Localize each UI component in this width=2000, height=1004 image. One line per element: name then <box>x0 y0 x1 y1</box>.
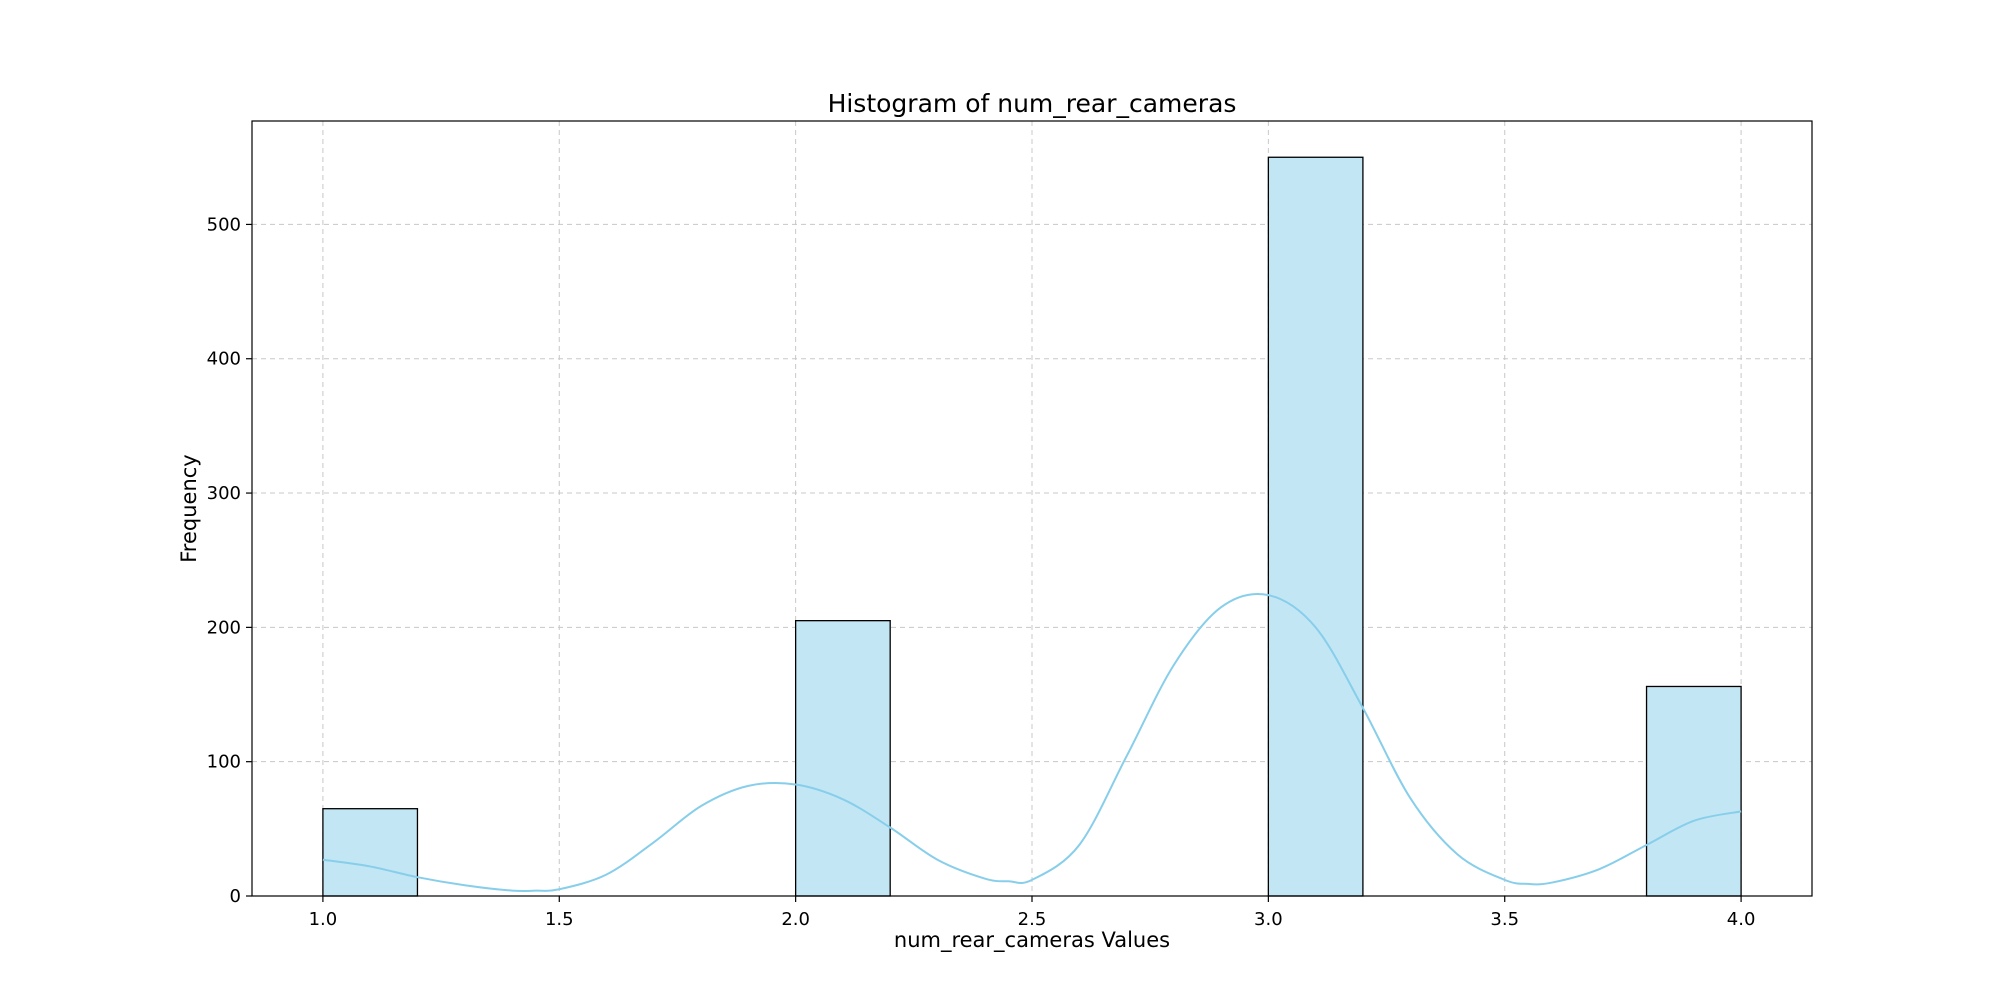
histogram-bar <box>1645 685 1742 897</box>
grid-lines <box>252 121 1812 897</box>
y-tick-label: 500 <box>207 214 241 235</box>
kde-curve-group <box>322 592 1742 893</box>
histogram-bars <box>322 156 1742 897</box>
y-tick-label: 100 <box>207 752 241 773</box>
y-axis-label: Frequency <box>177 454 201 563</box>
x-tick-label: 1.0 <box>309 909 338 930</box>
x-tick-label: 1.5 <box>545 909 574 930</box>
x-axis-label: num_rear_cameras Values <box>894 928 1170 953</box>
x-tick-label: 3.0 <box>1254 909 1283 930</box>
y-tick-label: 200 <box>207 617 241 638</box>
kde-curve <box>322 592 1742 893</box>
x-tick-label: 3.5 <box>1490 909 1519 930</box>
y-tick-label: 400 <box>207 349 241 370</box>
chart-title: Histogram of num_rear_cameras <box>828 89 1237 118</box>
histogram-bar <box>1267 156 1364 897</box>
x-tick-label: 2.5 <box>1018 909 1047 930</box>
histogram-bar <box>322 808 419 897</box>
x-tick-label: 4.0 <box>1727 909 1756 930</box>
y-tick-label: 0 <box>230 886 241 907</box>
axis-ticks: 1.0 1.5 2.0 2.5 3.0 3.5 4.0 0 100 200 300 400 500 <box>207 214 1756 930</box>
y-tick-label: 300 <box>207 483 241 504</box>
histogram-bar <box>794 620 891 897</box>
x-tick-label: 2.0 <box>781 909 810 930</box>
